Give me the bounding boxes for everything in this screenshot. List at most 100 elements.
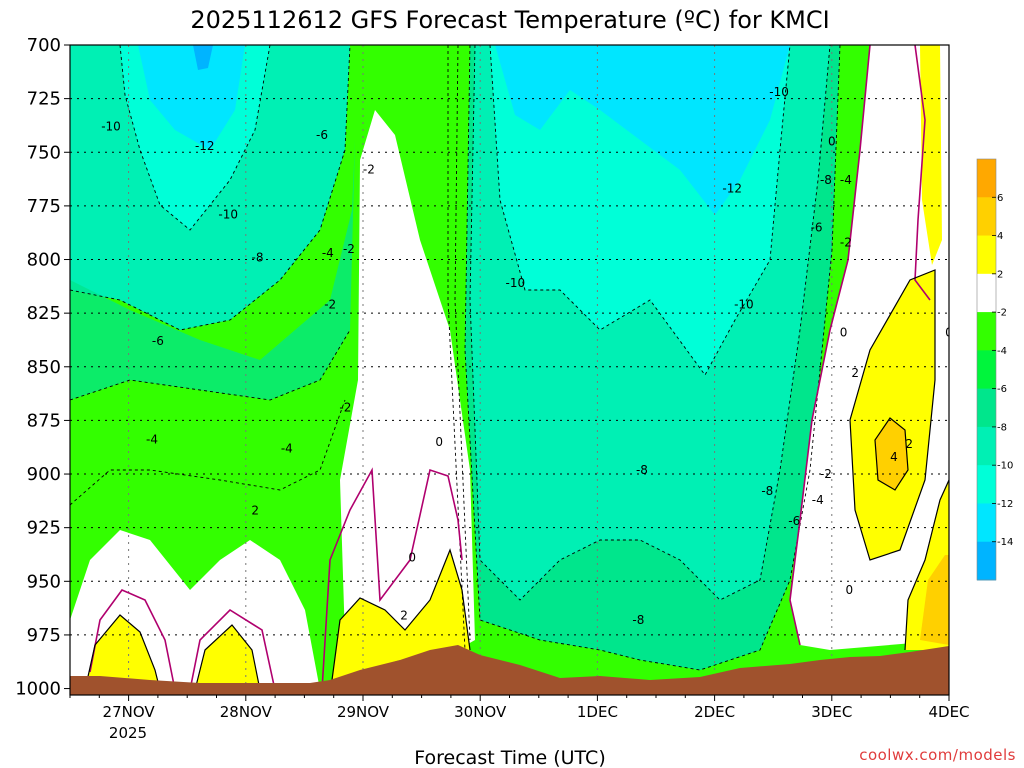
credit-text: coolwx.com/models [859, 746, 1016, 764]
colorbar-tick-label: -8 [997, 422, 1007, 433]
colorbar-tick-label: -10 [997, 461, 1013, 472]
contour-label: -4 [322, 246, 334, 260]
contour-label: -2 [840, 235, 852, 249]
x-tick-label: 29NOV [337, 703, 390, 721]
colorbar-swatch [977, 465, 996, 504]
colorbar-swatch [977, 388, 996, 428]
contour-label: 2 [400, 609, 408, 623]
x-tick-label: 30NOV [454, 703, 507, 721]
field-plus2-right [850, 270, 935, 560]
colorbar-swatch [977, 503, 996, 543]
colorbar-tick-label: 4 [997, 231, 1003, 242]
contour-labels: -10 -12 -6 -2 -10 0 -8 -4 -12 -10 -8 -8 -4 -2 -6 -2 -10 -… [101, 85, 953, 627]
colorbar-swatch [977, 312, 996, 351]
y-tick-label: 700 [27, 35, 61, 56]
terrain [70, 645, 949, 695]
y-tick-label: 1000 [15, 679, 61, 700]
y-tick-label: 950 [27, 571, 61, 592]
x-tick-label: 1DEC [577, 703, 618, 721]
x-tick-label: 27NOV [103, 703, 156, 721]
field-near-zero-tongue [340, 110, 475, 660]
colorbar-tick-label: -4 [997, 346, 1007, 357]
contour-label: -10 [101, 120, 121, 134]
field-plus2-left [85, 615, 160, 690]
contour-label: -2 [363, 162, 375, 176]
y-tick-label: 875 [27, 410, 61, 431]
contour-label: -12 [195, 139, 215, 153]
y-tick-label: 825 [27, 303, 61, 324]
contour-label: -8 [761, 484, 773, 498]
x-axis-label: Forecast Time (UTC) [414, 747, 605, 768]
y-tick-label: 725 [27, 89, 61, 110]
contour-label: 0 [435, 435, 443, 449]
colorbar-tick-label: -2 [997, 308, 1007, 319]
colorbar-frame [976, 158, 997, 581]
field-minus14-left [138, 45, 245, 150]
contour-label: -2 [324, 298, 336, 312]
x-year-label: 2025 [109, 724, 147, 742]
colorbar-swatch [977, 273, 996, 313]
plot-area: -10 -12 -6 -2 -10 0 -8 -4 -12 -10 -8 -8 -4 -2 -6 -2 -10 -… [70, 45, 953, 695]
field-plus2-right-top [920, 45, 942, 265]
y-tick-label: 975 [27, 625, 61, 646]
y-tick-label: 750 [27, 142, 61, 163]
contour-label: 0 [840, 325, 848, 339]
y-tick-label: 850 [27, 357, 61, 378]
contour-label: -4 [840, 173, 852, 187]
field-minus14-right [495, 45, 790, 215]
contour-label: -12 [722, 182, 742, 196]
contour-label: 4 [890, 450, 898, 464]
contour-label: -8 [636, 463, 648, 477]
y-tick-label: 800 [27, 250, 61, 271]
x-tick-label: 28NOV [220, 703, 273, 721]
colorbar-swatch [977, 350, 996, 390]
contour-label: 2 [905, 437, 913, 451]
plus2-contours [84, 269, 949, 691]
contour-label: -10 [734, 298, 754, 312]
colorbar-swatch [977, 235, 996, 275]
contour-label: -4 [812, 493, 824, 507]
contour-label: -6 [788, 514, 800, 528]
y-tick-label: 925 [27, 518, 61, 539]
y-tick-label: 900 [27, 464, 61, 485]
field-plus4-right-low [920, 555, 949, 645]
contour-label: -2 [820, 467, 832, 481]
x-axis: 27NOV 28NOV 29NOV 30NOV 1DEC 2DEC 3DEC 4DEC [69, 695, 970, 721]
contour-label: -6 [152, 334, 164, 348]
contour-label: 0 [945, 325, 953, 339]
field-plus4-right [875, 418, 908, 490]
field-minus16-left [193, 45, 213, 70]
x-tick-label: 4DEC [928, 703, 969, 721]
contour-label: 0 [828, 135, 836, 149]
contour-label: 2 [251, 504, 259, 518]
contour-label: -4 [146, 433, 158, 447]
colorbar-tick-label: -14 [997, 537, 1013, 548]
colorbar-tick-label: 2 [997, 269, 1003, 280]
colorbar-swatch [977, 426, 996, 466]
contour-label: -2 [343, 242, 355, 256]
contour-label: -10 [506, 276, 526, 290]
field-minus10-pocket [490, 310, 530, 470]
colorbar-swatch [977, 197, 996, 237]
contour-label: 0 [846, 583, 854, 597]
field-minus6-left [70, 140, 355, 400]
contour-label: 2 [851, 366, 859, 380]
contour-label: 0 [408, 551, 416, 565]
contour-label: -10 [218, 207, 238, 221]
contour-label: -8 [820, 173, 832, 187]
field-plus2-29nov [332, 550, 470, 680]
colorbar-swatch [977, 159, 996, 198]
y-tick-label: 775 [27, 196, 61, 217]
contour-label: -8 [632, 613, 644, 627]
colorbar-tick-label: -12 [997, 499, 1013, 510]
x-tick-label: 3DEC [811, 703, 852, 721]
contour-label: -2 [339, 401, 351, 415]
colorbar-tick-label: -6 [997, 384, 1007, 395]
contour-label: -10 [769, 85, 789, 99]
zero-contours [89, 45, 931, 691]
chart-title: 2025112612 GFS Forecast Temperature (ºC)… [190, 6, 829, 34]
x-tick-label: 2DEC [694, 703, 735, 721]
colorbar-swatch [977, 541, 996, 581]
colorbar-tick-label: 6 [997, 193, 1003, 204]
